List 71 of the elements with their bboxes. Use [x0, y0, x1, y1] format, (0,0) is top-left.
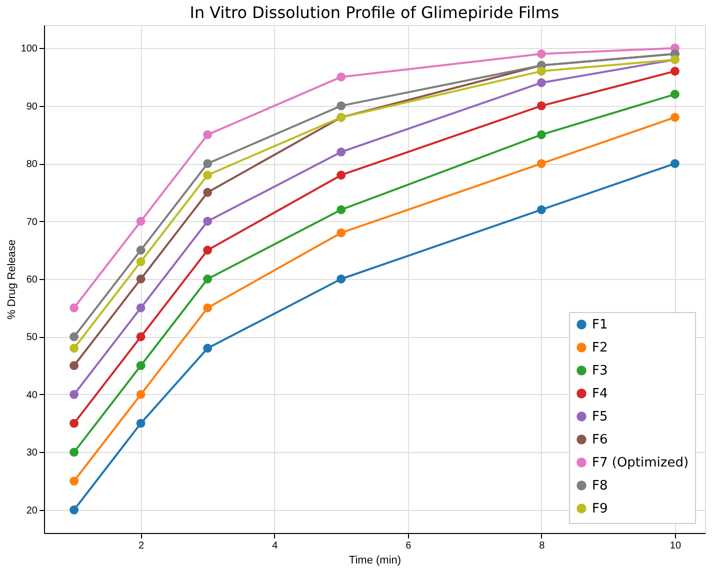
point	[70, 361, 79, 370]
point	[70, 390, 79, 399]
point	[136, 216, 146, 226]
y-axis-title: % Drug Release	[6, 239, 18, 320]
point	[336, 101, 346, 110]
point	[536, 130, 546, 140]
point	[70, 476, 79, 486]
point	[136, 274, 146, 284]
x-tick-label: 10	[670, 540, 682, 552]
point	[203, 216, 212, 226]
legend-label: F3	[592, 364, 608, 378]
point	[670, 112, 680, 122]
point	[70, 303, 79, 312]
point	[536, 101, 546, 110]
y-tick-label: 30	[26, 448, 38, 459]
point	[136, 418, 146, 428]
y-tick-label: 80	[26, 159, 38, 170]
point	[336, 148, 346, 156]
legend-label: F1	[592, 318, 608, 332]
legend-label: F2	[592, 340, 608, 356]
point	[70, 344, 79, 353]
point	[203, 274, 212, 284]
point	[203, 303, 212, 312]
point	[670, 159, 680, 168]
point	[136, 332, 146, 342]
x-axis-title: Time (min)	[348, 554, 402, 566]
y-tick-label: 40	[26, 390, 38, 401]
point	[336, 274, 346, 284]
y-tick-label: 60	[26, 274, 38, 286]
x-tick-label: 4	[272, 540, 278, 552]
point	[203, 246, 212, 255]
point	[536, 66, 546, 76]
x-tick-label: 6	[406, 540, 412, 552]
point	[336, 72, 346, 82]
y-tick-label: 50	[26, 332, 38, 344]
point	[536, 49, 546, 58]
y-tick-label: 90	[26, 101, 38, 112]
point	[70, 332, 79, 342]
point	[203, 188, 212, 197]
point	[70, 448, 79, 457]
point	[136, 257, 146, 266]
point	[536, 159, 546, 168]
y-tick-label: 20	[26, 505, 38, 516]
x-tick-label: 2	[138, 540, 145, 552]
point	[336, 228, 346, 238]
point	[336, 170, 346, 180]
y-tick-label: 100	[20, 44, 38, 55]
point	[203, 130, 212, 140]
legend-label: F8	[592, 478, 608, 494]
point	[136, 246, 146, 255]
point	[336, 205, 346, 214]
point	[203, 170, 212, 180]
legend-label: F9	[592, 502, 608, 516]
point	[136, 390, 146, 399]
point	[670, 66, 680, 76]
legend-label: F5	[592, 410, 608, 424]
point	[70, 418, 79, 428]
legend-label: F4	[592, 386, 608, 402]
point	[536, 205, 546, 214]
point	[670, 90, 680, 99]
y-tick-label: 70	[26, 216, 38, 228]
chart-title: In Vitro Dissolution Profile of Glimepiride Films	[190, 3, 560, 22]
x-tick-label: 8	[539, 540, 546, 552]
point	[203, 344, 212, 353]
point	[203, 159, 212, 168]
legend-label: F6	[592, 432, 608, 448]
point	[536, 78, 546, 88]
legend-label: F7 (Optimized)	[592, 456, 689, 470]
point	[136, 303, 146, 312]
point	[70, 505, 79, 514]
point	[136, 361, 146, 370]
